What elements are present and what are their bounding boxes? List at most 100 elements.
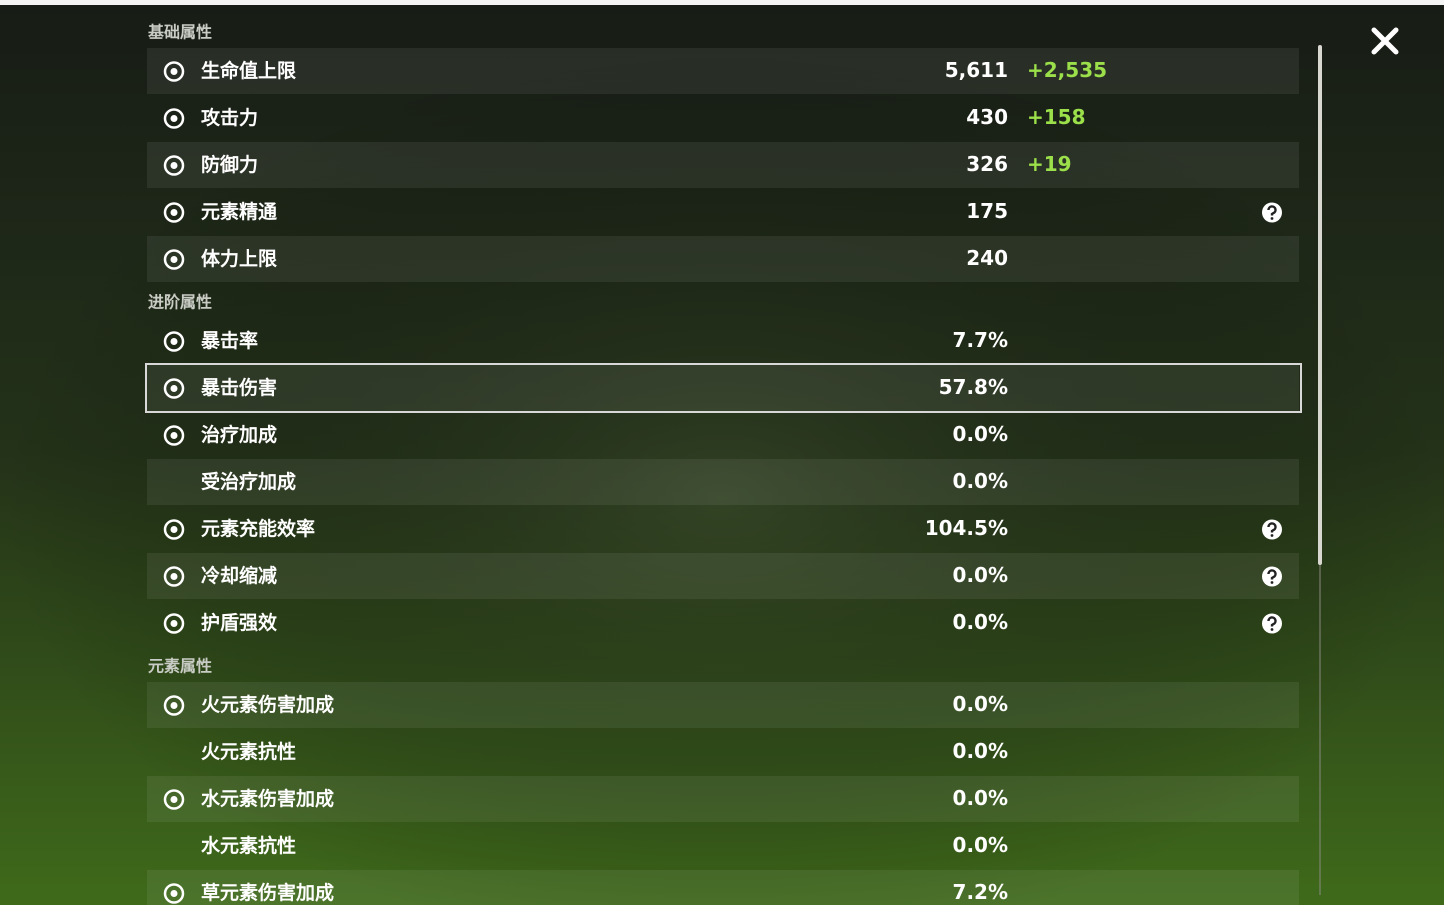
stat-icon [163, 331, 185, 352]
icon-shape [170, 796, 178, 803]
stat-value: 5,611 [945, 58, 1008, 82]
row-band [147, 236, 1299, 282]
stat-label: 受治疗加成 [201, 470, 296, 493]
row-band [147, 459, 1299, 505]
help-icon[interactable] [1262, 202, 1282, 223]
stat-icon [163, 108, 185, 129]
icon-shape [170, 620, 178, 627]
stat-label: 火元素抗性 [201, 740, 296, 763]
help-glyph [1267, 569, 1277, 580]
stat-label: 体力上限 [201, 247, 277, 270]
stat-label: 暴击伤害 [201, 376, 277, 399]
icon-shape [163, 519, 185, 540]
stat-icon [163, 202, 185, 223]
stat-bonus: +2,535 [1027, 58, 1107, 82]
stat-label: 防御力 [201, 153, 258, 176]
row-band [147, 553, 1299, 599]
stat-bonus: +19 [1027, 152, 1072, 176]
icon-shape [163, 108, 185, 129]
stat-label: 护盾强效 [201, 611, 277, 634]
icon-shape [163, 566, 185, 587]
stat-label: 元素精通 [201, 200, 278, 223]
icon-shape [163, 155, 185, 176]
icon-shape [170, 338, 178, 345]
stat-label: 攻击力 [201, 106, 258, 129]
stat-label: 生命值上限 [201, 59, 296, 82]
stat-value: 104.5% [925, 516, 1008, 540]
row-band [147, 776, 1299, 822]
stat-value: 0.0% [953, 739, 1008, 763]
help-dot [1270, 217, 1274, 220]
icon-shape [163, 202, 185, 223]
help-circle [1262, 613, 1282, 634]
stat-label: 治疗加成 [201, 423, 277, 446]
stat-icon [163, 695, 185, 716]
icon-shape [170, 573, 178, 580]
scrollbar-track [1319, 565, 1321, 895]
stat-value: 0.0% [953, 422, 1008, 446]
row-band [147, 142, 1299, 188]
stat-icon [163, 249, 185, 270]
stat-value: 0.0% [953, 469, 1008, 493]
icon-shape [163, 378, 185, 399]
stat-label: 暴击率 [201, 329, 258, 352]
help-glyph [1267, 205, 1277, 216]
stat-label: 草元素伤害加成 [201, 881, 334, 904]
icon-shape [163, 613, 185, 634]
stat-value: 326 [966, 152, 1008, 176]
help-icon[interactable] [1262, 566, 1282, 587]
stat-value: 430 [966, 105, 1008, 129]
stat-label: 水元素伤害加成 [201, 787, 334, 810]
icon-shape [170, 115, 178, 122]
help-glyph [1267, 522, 1277, 533]
stat-icon [163, 425, 185, 446]
top-strip [0, 0, 1444, 5]
help-glyph [1267, 616, 1277, 627]
stat-label: 冷却缩减 [201, 564, 277, 587]
scrollbar-thumb [1318, 45, 1322, 565]
icon-shape [163, 61, 185, 82]
stat-icon [163, 519, 185, 540]
section-title: 元素属性 [148, 657, 212, 676]
stat-value: 57.8% [939, 375, 1008, 399]
icon-shape [170, 256, 178, 263]
stat-label: 火元素伤害加成 [201, 693, 334, 716]
stat-value: 240 [966, 246, 1008, 270]
icon-shape [170, 526, 178, 533]
close-button[interactable] [1371, 27, 1399, 55]
icon-shape [170, 68, 178, 75]
stat-value: 0.0% [953, 563, 1008, 587]
help-dot [1270, 628, 1274, 631]
help-icon[interactable] [1262, 519, 1282, 540]
row-band [147, 48, 1299, 94]
stat-icon [163, 378, 185, 399]
section-title: 基础属性 [147, 23, 212, 42]
section-title: 进阶属性 [148, 293, 212, 312]
stat-icon [163, 155, 185, 176]
help-icon[interactable] [1262, 613, 1282, 634]
stat-value: 175 [966, 199, 1008, 223]
icon-shape [163, 249, 185, 270]
stat-label: 元素充能效率 [201, 517, 315, 540]
stat-value: 0.0% [953, 833, 1008, 857]
stat-icon [163, 883, 185, 904]
stat-icon [163, 789, 185, 810]
help-circle [1262, 519, 1282, 540]
stat-icon [163, 566, 185, 587]
icon-shape [163, 789, 185, 810]
help-dot [1270, 534, 1274, 537]
stat-icon [163, 61, 185, 82]
icon-shape [163, 425, 185, 446]
stat-label: 水元素抗性 [201, 834, 296, 857]
row-band [147, 870, 1299, 905]
row-band [147, 365, 1299, 411]
stat-value: 7.2% [953, 880, 1008, 904]
stat-value: 0.0% [953, 610, 1008, 634]
row-band [147, 682, 1299, 728]
icon-shape [170, 432, 178, 439]
stat-value: 0.0% [953, 692, 1008, 716]
icon-shape [163, 883, 185, 904]
icon-shape [163, 331, 185, 352]
